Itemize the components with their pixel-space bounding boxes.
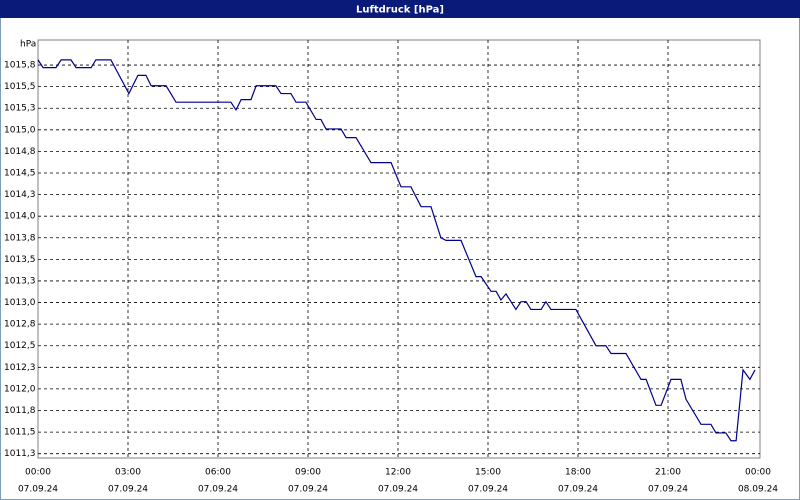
line-series [37, 59, 756, 442]
x-tick-label: 15:00 [475, 468, 501, 478]
x-tick-label: 09:00 [295, 468, 321, 478]
x-tick-label: 18:00 [565, 468, 591, 478]
y-tick-label: 1012,0 [4, 384, 36, 394]
y-tick-label: 1013,5 [4, 255, 36, 265]
y-tick-label: 1015,0 [4, 125, 36, 135]
x-tick-label: 00:00 [745, 468, 771, 478]
x-tick-label: 06:00 [205, 468, 231, 478]
y-tick-label: 1012,3 [4, 363, 36, 373]
y-tick-label: 1015,3 [4, 104, 36, 114]
x-tick-label: 00:00 [25, 468, 51, 478]
x-tick-label: 12:00 [385, 468, 411, 478]
x-tick-date: 07.09.24 [648, 485, 688, 495]
x-tick-date: 07.09.24 [378, 485, 418, 495]
y-tick-label: 1012,5 [4, 341, 36, 351]
x-tick-date: 08.09.24 [738, 485, 778, 495]
x-tick-date: 07.09.24 [108, 485, 148, 495]
y-tick-label: 1015,8 [4, 61, 36, 71]
x-tick-date: 07.09.24 [198, 485, 238, 495]
y-tick-label: 1014,8 [4, 147, 36, 157]
x-tick-label: 21:00 [655, 468, 681, 478]
x-tick-date: 07.09.24 [468, 485, 508, 495]
y-tick-label: 1013,3 [4, 276, 36, 286]
y-tick-label: 1014,5 [4, 169, 36, 179]
y-tick-label: 1011,3 [4, 449, 36, 459]
y-tick-label: 1013,8 [4, 233, 36, 243]
y-unit: hPa [20, 40, 36, 50]
x-tick-date: 07.09.24 [18, 485, 58, 495]
plot-area [37, 39, 761, 459]
title-bar [0, 0, 800, 18]
x-tick-label: 03:00 [115, 468, 141, 478]
y-tick-label: 1014,0 [4, 212, 36, 222]
x-tick-date: 07.09.24 [288, 485, 328, 495]
y-tick-label: 1012,8 [4, 320, 36, 330]
y-tick-label: 1011,8 [4, 406, 36, 416]
y-tick-label: 1014,3 [4, 190, 36, 200]
y-tick-label: 1013,0 [4, 298, 36, 308]
y-tick-label: 1015,5 [4, 82, 36, 92]
y-tick-label: 1011,5 [4, 428, 36, 438]
x-tick-date: 07.09.24 [558, 485, 598, 495]
chart-title: Luftdruck [hPa] [356, 5, 444, 16]
